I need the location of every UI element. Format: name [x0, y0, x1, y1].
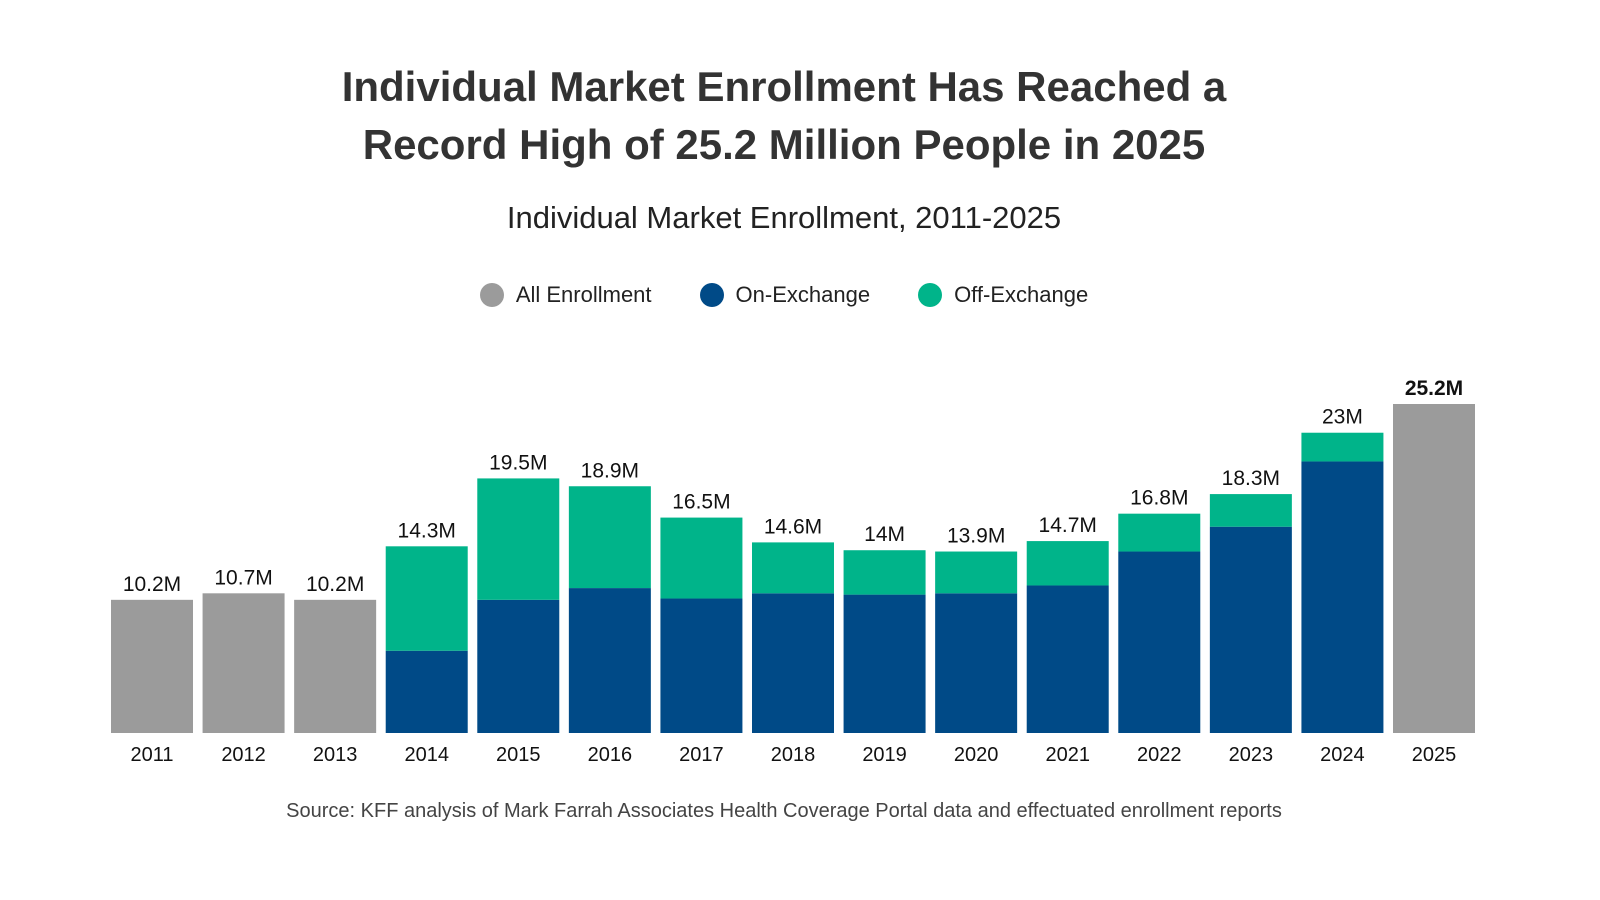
data-label-2012: 10.7M: [214, 566, 272, 589]
x-tick-label-2023: 2023: [1229, 744, 1274, 766]
bar-on-exchange-2022: [1118, 551, 1201, 733]
data-label-2018: 14.6M: [764, 515, 822, 538]
bar-off-exchange-2016: [568, 486, 651, 589]
data-label-2021: 14.7M: [1039, 514, 1097, 537]
bar-off-exchange-2015: [477, 478, 560, 600]
x-tick-label-2020: 2020: [954, 744, 999, 766]
bar-off-exchange-2022: [1118, 513, 1201, 552]
x-tick-label-2025: 2025: [1412, 744, 1457, 766]
bar-on-exchange-2024: [1301, 461, 1384, 733]
bar-off-exchange-2023: [1209, 494, 1292, 527]
source-note: Source: KFF analysis of Mark Farrah Asso…: [286, 800, 1282, 822]
data-label-2013: 10.2M: [306, 573, 364, 596]
data-label-2022: 16.8M: [1130, 487, 1188, 510]
x-tick-label-2017: 2017: [679, 744, 724, 766]
bar-on-exchange-2016: [568, 588, 651, 733]
x-tick-label-2012: 2012: [221, 744, 266, 766]
legend-label: Off-Exchange: [954, 282, 1089, 307]
bar-on-exchange-2023: [1209, 526, 1292, 733]
bar-off-exchange-2024: [1301, 432, 1384, 462]
bar-on-exchange-2020: [935, 593, 1018, 733]
bar-off-exchange-2019: [843, 550, 926, 595]
bar-off-exchange-2018: [752, 542, 834, 594]
bar-on-exchange-2019: [843, 594, 926, 733]
data-label-2017: 16.5M: [672, 491, 730, 514]
legend-swatch: [479, 283, 504, 307]
data-label-2019: 14M: [864, 523, 905, 546]
bar-off-exchange-2017: [660, 517, 743, 599]
bar-off-exchange-2021: [1026, 541, 1109, 586]
legend-item-all-enrollment: All Enrollment: [479, 282, 652, 308]
legend: All Enrollment On-Exchange Off-Exchange: [0, 282, 1568, 308]
title-line-1: Individual Market Enrollment Has Reached…: [341, 63, 1227, 110]
data-label-2011: 10.2M: [123, 573, 181, 596]
x-tick-label-2018: 2018: [771, 744, 816, 766]
legend-label: All Enrollment: [515, 282, 652, 307]
x-tick-label-2021: 2021: [1045, 744, 1090, 766]
data-label-2025: 25.2M: [1405, 377, 1463, 400]
bar-on-exchange-2017: [660, 598, 743, 733]
bar-on-exchange-2014: [385, 650, 468, 733]
bar-off-exchange-2020: [935, 551, 1018, 594]
data-label-2023: 18.3M: [1222, 467, 1280, 490]
data-label-2016: 18.9M: [581, 459, 639, 482]
data-label-2014: 14.3M: [398, 519, 456, 542]
x-tick-label-2019: 2019: [862, 744, 907, 766]
legend-item-off-exchange: Off-Exchange: [918, 282, 1088, 308]
bar-off-exchange-2014: [385, 546, 468, 651]
legend-swatch: [699, 283, 724, 307]
bar-all-enrollment-2011: [111, 599, 193, 733]
x-tick-label-2011: 2011: [130, 744, 173, 766]
bar-all-enrollment-2025: [1393, 404, 1475, 733]
data-label-2020: 13.9M: [947, 525, 1005, 548]
data-label-2024: 23M: [1322, 406, 1363, 429]
x-tick-label-2013: 2013: [313, 744, 358, 766]
bar-on-exchange-2015: [477, 599, 560, 733]
chart-subtitle: Individual Market Enrollment, 2011-2025: [506, 200, 1062, 235]
x-tick-label-2015: 2015: [496, 744, 541, 766]
data-label-2015: 19.5M: [489, 451, 547, 474]
bar-on-exchange-2018: [752, 593, 834, 733]
chart-title: Individual Market Enrollment Has Reached…: [0, 58, 1568, 174]
x-tick-label-2014: 2014: [404, 744, 449, 766]
x-tick-label-2022: 2022: [1137, 744, 1182, 766]
legend-item-on-exchange: On-Exchange: [699, 282, 871, 308]
x-tick-label-2024: 2024: [1320, 744, 1365, 766]
title-line-2: Record High of 25.2 Million People in 20…: [362, 121, 1206, 168]
bar-on-exchange-2021: [1026, 585, 1109, 733]
legend-swatch: [918, 283, 943, 307]
x-tick-label-2016: 2016: [588, 744, 633, 766]
bar-all-enrollment-2012: [202, 593, 285, 733]
legend-label: On-Exchange: [735, 282, 871, 307]
bar-all-enrollment-2013: [294, 599, 377, 733]
